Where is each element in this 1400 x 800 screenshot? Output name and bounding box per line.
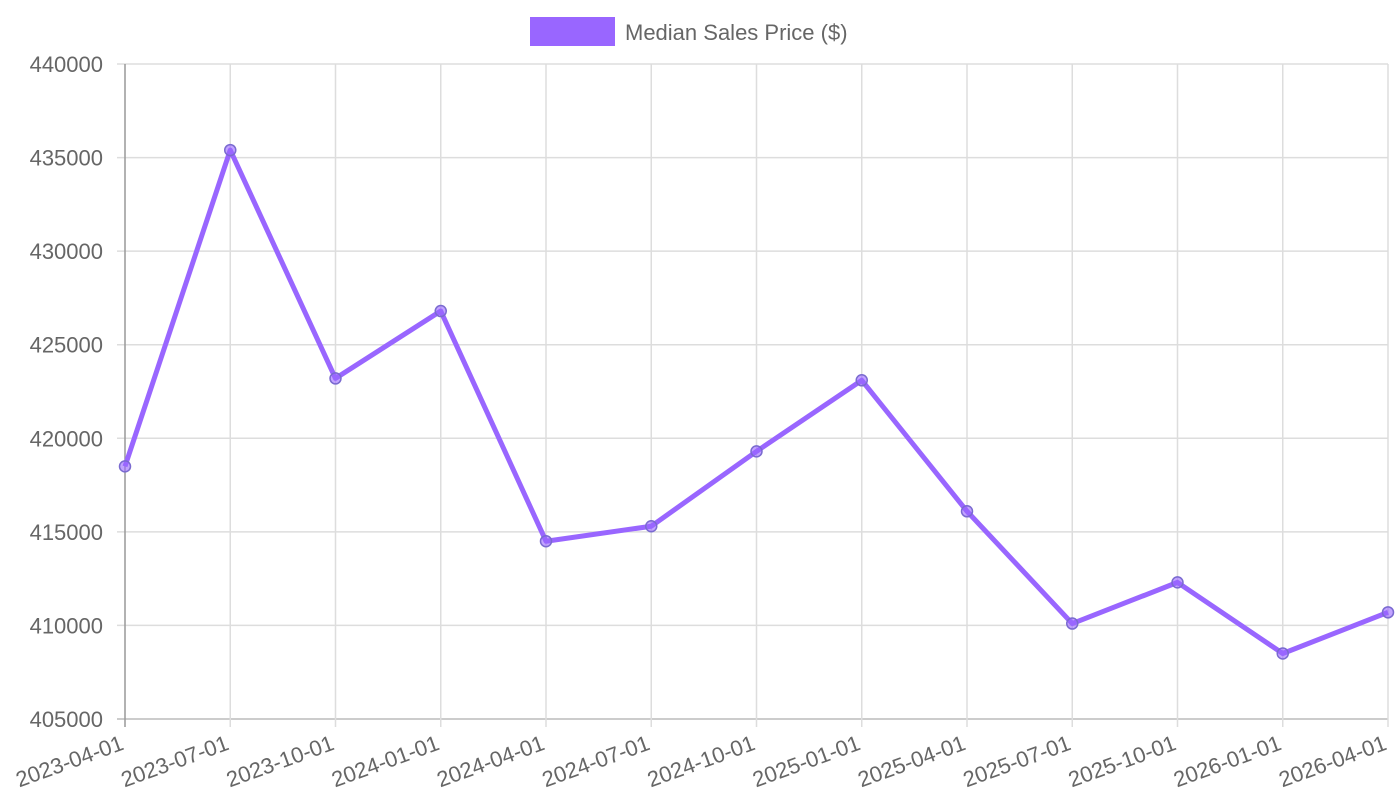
legend-label: Median Sales Price ($) [625,20,848,45]
x-tick-label: 2024-07-01 [539,730,653,792]
point [224,143,237,157]
point [750,445,763,458]
y-tick-label: 405000 [30,707,103,732]
y-tick-label: 410000 [30,613,103,638]
point [1276,647,1289,660]
point [1066,617,1079,630]
x-tick-label: 2026-04-01 [1275,730,1389,792]
point [1381,606,1395,619]
x-tick-label: 2024-04-01 [433,730,547,792]
point [855,374,868,387]
point [118,460,132,473]
y-tick-label: 440000 [30,52,103,77]
x-tick-label: 2024-10-01 [644,730,758,792]
point [434,304,447,318]
x-tick-label: 2023-07-01 [118,730,232,792]
y-tick-label: 430000 [30,239,103,264]
point [1171,576,1184,589]
point [539,534,553,548]
x-tick-label: 2025-04-01 [854,730,968,792]
legend-swatch [530,17,615,46]
point [329,372,342,385]
x-tick-label: 2023-10-01 [223,730,337,792]
x-tick-label: 2026-01-01 [1170,730,1284,792]
x-tick-label: 2025-01-01 [749,730,863,792]
y-tick-label: 420000 [30,426,103,451]
x-tick-label: 2023-04-01 [12,730,126,792]
point [960,505,974,518]
x-tick-label: 2025-10-01 [1065,730,1179,792]
point [645,519,658,533]
y-tick-label: 415000 [30,520,103,545]
x-tick-label: 2024-01-01 [328,730,442,792]
y-tick-label: 425000 [30,333,103,358]
y-tick-label: 435000 [30,146,103,171]
x-tick-label: 2025-07-01 [960,730,1074,792]
